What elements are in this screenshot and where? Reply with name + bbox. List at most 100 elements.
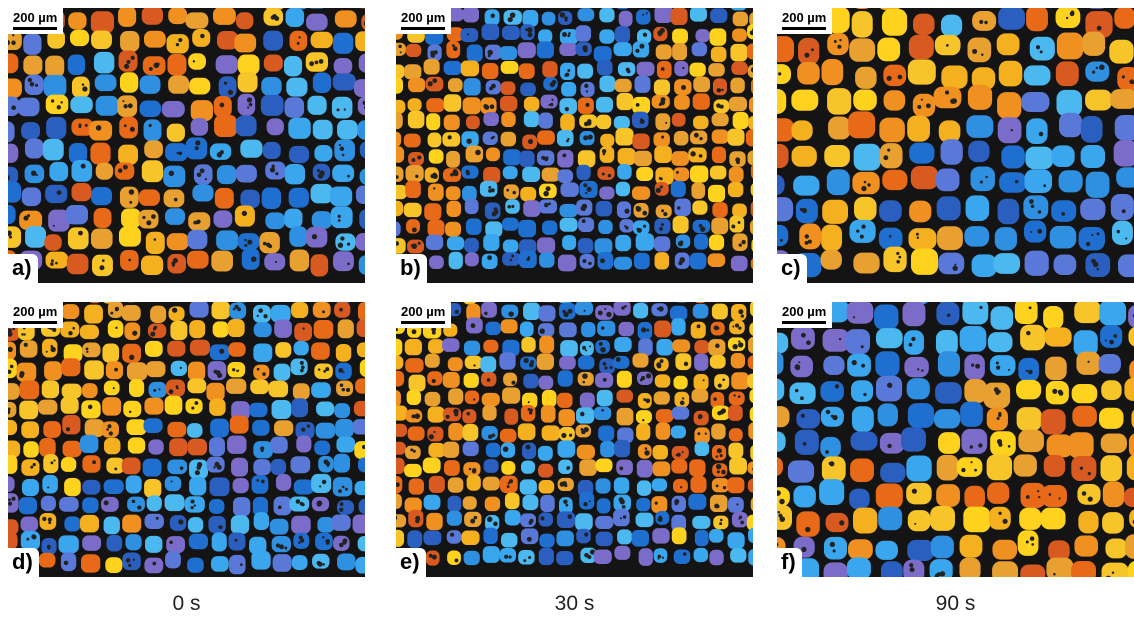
grain bbox=[580, 254, 595, 269]
pore bbox=[1087, 361, 1089, 363]
grain bbox=[518, 550, 534, 565]
grain bbox=[1023, 195, 1048, 219]
grain bbox=[447, 511, 462, 526]
pore bbox=[582, 373, 588, 379]
grain bbox=[674, 198, 690, 216]
pore bbox=[584, 427, 589, 432]
pore bbox=[998, 512, 1001, 515]
grain bbox=[598, 425, 614, 441]
grain bbox=[990, 431, 1016, 456]
pore bbox=[455, 310, 459, 314]
pore bbox=[195, 470, 200, 475]
grain bbox=[596, 201, 612, 216]
pore bbox=[1029, 199, 1034, 204]
pore bbox=[677, 453, 681, 457]
grain bbox=[883, 65, 906, 87]
grain bbox=[236, 116, 257, 137]
pore bbox=[129, 201, 132, 204]
grain bbox=[262, 187, 281, 208]
pore bbox=[523, 358, 528, 363]
grain bbox=[127, 497, 145, 512]
grain bbox=[1103, 481, 1124, 507]
grain bbox=[652, 445, 667, 460]
pore bbox=[152, 562, 156, 566]
grain bbox=[144, 479, 161, 498]
grain bbox=[576, 529, 591, 544]
grain bbox=[904, 357, 928, 377]
grain bbox=[8, 455, 17, 474]
grain bbox=[61, 457, 76, 472]
grain bbox=[396, 424, 407, 437]
grain bbox=[82, 383, 98, 398]
grain bbox=[502, 387, 520, 403]
pore bbox=[718, 384, 722, 388]
pore bbox=[1122, 75, 1125, 78]
pore bbox=[525, 28, 528, 31]
grain bbox=[619, 11, 633, 27]
grain bbox=[80, 325, 99, 339]
grain bbox=[651, 496, 667, 513]
micrograph: 200 µmf) bbox=[777, 302, 1134, 577]
grain bbox=[228, 362, 246, 377]
pore bbox=[146, 220, 151, 225]
pore bbox=[180, 467, 183, 470]
pore bbox=[984, 21, 987, 24]
grain bbox=[637, 480, 651, 495]
grain bbox=[213, 321, 229, 337]
grain bbox=[483, 546, 500, 563]
grain bbox=[938, 432, 960, 454]
pore bbox=[699, 154, 703, 158]
pore bbox=[450, 533, 454, 537]
grain bbox=[188, 53, 206, 69]
grain bbox=[654, 236, 670, 251]
pore bbox=[602, 149, 606, 153]
pore bbox=[883, 155, 888, 160]
grain bbox=[314, 145, 332, 162]
pore bbox=[562, 153, 566, 157]
grain bbox=[733, 112, 749, 129]
pore bbox=[72, 327, 75, 330]
pore bbox=[346, 388, 350, 392]
pore bbox=[656, 188, 661, 193]
grain bbox=[1071, 456, 1096, 481]
grain bbox=[908, 228, 936, 250]
grain bbox=[122, 515, 141, 533]
pore bbox=[317, 502, 322, 507]
pore bbox=[835, 384, 839, 388]
grain bbox=[1025, 251, 1049, 276]
grain bbox=[691, 322, 706, 339]
grain bbox=[336, 344, 351, 362]
grain bbox=[91, 187, 112, 205]
grain bbox=[185, 12, 208, 28]
scale-bar-label: 200 µm bbox=[13, 304, 57, 319]
pore bbox=[411, 244, 413, 246]
pore bbox=[60, 101, 62, 103]
pore bbox=[466, 412, 470, 416]
pore bbox=[256, 479, 259, 482]
grain bbox=[408, 111, 425, 129]
pore bbox=[325, 367, 329, 371]
grain bbox=[578, 150, 595, 167]
grain bbox=[336, 381, 353, 397]
grain bbox=[1072, 406, 1097, 427]
pore bbox=[937, 572, 941, 576]
grain bbox=[249, 403, 267, 417]
grain bbox=[85, 419, 105, 437]
grain bbox=[729, 458, 747, 475]
pore bbox=[1036, 45, 1040, 49]
pore bbox=[322, 310, 325, 313]
grain bbox=[597, 252, 613, 270]
grain bbox=[408, 78, 425, 92]
pore bbox=[587, 555, 591, 559]
grain bbox=[333, 73, 356, 90]
grain bbox=[396, 339, 402, 356]
pore bbox=[339, 508, 343, 512]
grain bbox=[1114, 8, 1134, 29]
pore bbox=[626, 68, 630, 72]
grain bbox=[261, 95, 284, 116]
grain bbox=[335, 419, 353, 438]
pore bbox=[1096, 67, 1099, 70]
pore bbox=[64, 561, 69, 566]
grain bbox=[876, 484, 903, 509]
scale-bar: 200 µm bbox=[396, 302, 451, 328]
